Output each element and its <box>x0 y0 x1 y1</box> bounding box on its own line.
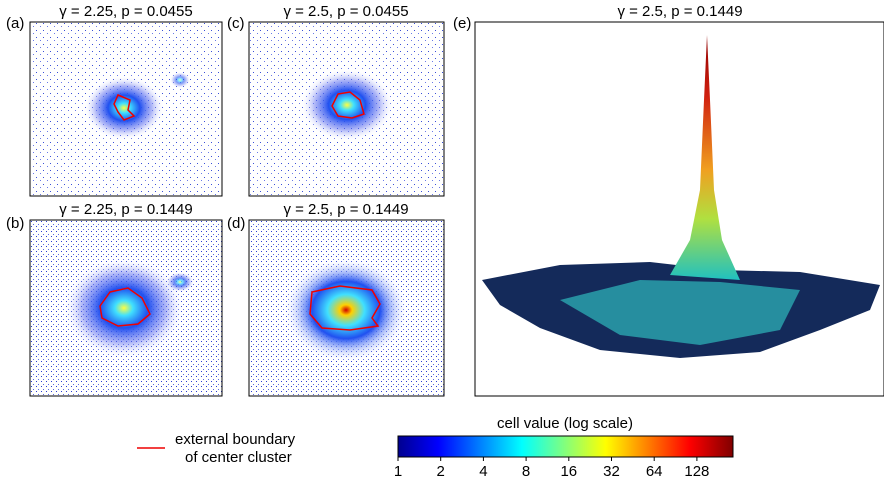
panel-label: (d) <box>227 215 245 232</box>
panel-label: (b) <box>6 215 24 232</box>
panel-label: (a) <box>6 15 24 32</box>
tick-label: 32 <box>603 463 620 480</box>
panel-title: γ = 2.5, p = 0.0455 <box>283 3 408 20</box>
colorbar-ticks: 1 2 4 8 16 32 64 128 <box>394 457 709 480</box>
panel-title: γ = 2.25, p = 0.1449 <box>59 201 192 218</box>
panel-c <box>248 21 445 197</box>
colorbar <box>397 435 734 458</box>
tick-label: 16 <box>560 463 577 480</box>
tick-label: 64 <box>646 463 663 480</box>
tick-label: 8 <box>522 463 530 480</box>
panel-title: γ = 2.5, p = 0.1449 <box>617 3 742 20</box>
colorbar-title: cell value (log scale) <box>497 415 633 432</box>
legend-text: of center cluster <box>185 449 292 466</box>
tick-label: 4 <box>479 463 487 480</box>
panel-label: (c) <box>227 15 245 32</box>
panel-e <box>474 21 884 397</box>
tick-label: 1 <box>394 463 402 480</box>
panel-a <box>29 21 223 197</box>
tick-label: 2 <box>437 463 445 480</box>
panel-label: (e) <box>453 15 471 32</box>
panel-d <box>248 219 445 397</box>
panel-title: γ = 2.25, p = 0.0455 <box>59 3 192 20</box>
panel-b <box>29 219 223 397</box>
panel-title: γ = 2.5, p = 0.1449 <box>283 201 408 218</box>
legend-text: external boundary <box>175 431 296 448</box>
tick-label: 128 <box>684 463 709 480</box>
